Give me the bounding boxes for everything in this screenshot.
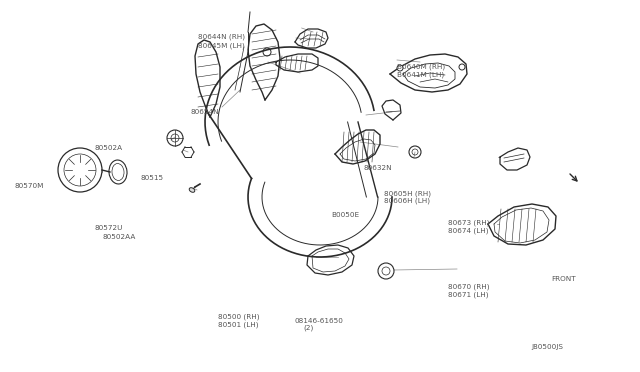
Text: 80645M (LH): 80645M (LH) [198,42,245,49]
Text: FRONT: FRONT [552,276,576,282]
Text: B0640M (RH): B0640M (RH) [397,64,445,70]
Text: 80674 (LH): 80674 (LH) [448,227,488,234]
Text: B0050E: B0050E [332,212,360,218]
Text: J80500JS: J80500JS [531,344,563,350]
Text: 80644N (RH): 80644N (RH) [198,34,245,41]
Circle shape [397,65,403,71]
Text: 80673 (RH): 80673 (RH) [448,220,490,227]
Text: 80500 (RH): 80500 (RH) [218,314,259,320]
Text: 08146-61650: 08146-61650 [294,318,343,324]
Text: 80502A: 80502A [95,145,123,151]
Text: B0641M (LH): B0641M (LH) [397,71,444,78]
Text: 80671 (LH): 80671 (LH) [448,291,488,298]
Text: 80632N: 80632N [364,165,392,171]
Text: 80501 (LH): 80501 (LH) [218,321,258,328]
Text: 80572U: 80572U [95,225,123,231]
Ellipse shape [189,188,195,192]
Text: 80502AA: 80502AA [102,234,136,240]
Text: 80570M: 80570M [14,183,44,189]
Text: 80670 (RH): 80670 (RH) [448,284,490,291]
Text: 80606H (LH): 80606H (LH) [384,198,430,204]
Text: 80605H (RH): 80605H (RH) [384,190,431,197]
Text: (2): (2) [303,325,314,331]
Text: 80654N: 80654N [191,109,220,115]
Text: 80515: 80515 [141,175,164,181]
Circle shape [459,64,465,70]
